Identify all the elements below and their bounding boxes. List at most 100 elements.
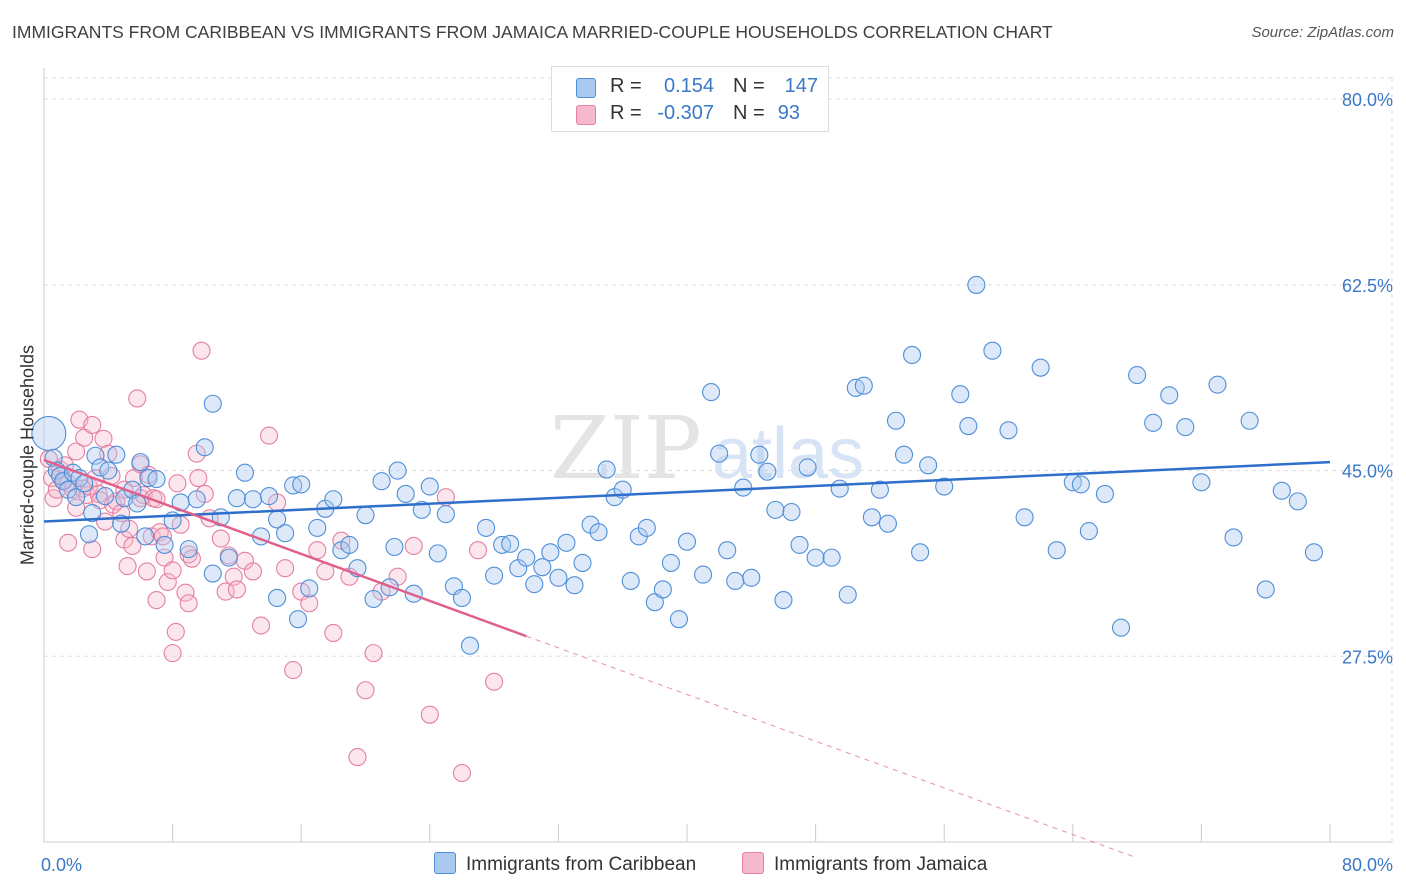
caribbean-point: [718, 541, 737, 560]
legend-r-value-caribbean: 0.154: [663, 75, 714, 97]
jamaica-point: [168, 474, 187, 493]
caribbean-point: [300, 579, 319, 598]
caribbean-point: [1304, 543, 1323, 562]
series-name-caribbean: Immigrants from Caribbean: [466, 854, 697, 875]
legend-swatch-caribbean: [576, 78, 596, 98]
caribbean-point: [983, 341, 1002, 360]
jamaica-point: [227, 580, 246, 599]
caribbean-point: [1240, 411, 1259, 430]
watermark: ZIP atlas: [550, 399, 864, 499]
source-credit: Source: ZipAtlas.com: [1251, 24, 1394, 41]
jamaica-point: [163, 561, 182, 580]
jamaica-point: [452, 763, 472, 783]
legend-row-jamaica: R = -0.307 N = 93: [552, 99, 828, 129]
caribbean-point: [203, 564, 222, 583]
caribbean-trend-line: [43, 460, 1331, 523]
caribbean-point: [385, 537, 404, 557]
trend-lines: [43, 458, 1331, 859]
caribbean-point: [806, 548, 825, 567]
series-name-jamaica: Immigrants from Jamaica: [774, 854, 988, 875]
caribbean-point: [203, 394, 222, 413]
caribbean-point: [790, 535, 809, 554]
y-tick-label: 27.5%: [1342, 647, 1393, 667]
jamaica-point: [420, 705, 439, 724]
caribbean-point: [557, 533, 576, 552]
caribbean-point: [1256, 580, 1275, 599]
caribbean-point: [758, 462, 777, 481]
caribbean-point: [1176, 418, 1195, 437]
legend-r-label: R =: [610, 102, 642, 124]
legend-n-label: N =: [733, 102, 765, 124]
jamaica-point: [485, 672, 504, 691]
caribbean-point: [67, 488, 86, 507]
caribbean-point: [878, 514, 897, 533]
caribbean-point: [428, 544, 447, 563]
caribbean-point: [870, 480, 889, 499]
caribbean-point: [501, 534, 520, 553]
caribbean-point: [734, 478, 753, 497]
caribbean-point: [79, 525, 99, 544]
caribbean-point: [187, 490, 206, 509]
axis-layer: [43, 68, 1392, 843]
caribbean-point: [404, 584, 423, 603]
caribbean-point: [1071, 475, 1090, 494]
caribbean-point: [227, 489, 246, 508]
caribbean-point: [1111, 618, 1131, 637]
jamaica-point: [356, 681, 375, 700]
caribbean-point: [235, 463, 254, 482]
caribbean-point: [830, 479, 849, 498]
correlation-legend: R = 0.154 N = 147 R = -0.307 N = 93: [551, 66, 829, 132]
caribbean-point: [541, 543, 560, 562]
caribbean-point: [589, 523, 608, 542]
jamaica-point: [158, 572, 177, 592]
caribbean-point: [388, 461, 407, 480]
caribbean-point: [131, 453, 150, 472]
caribbean-point: [1144, 413, 1163, 432]
jamaica-point: [251, 616, 271, 635]
caribbean-point: [243, 490, 263, 509]
legend-row-caribbean: R = 0.154 N = 147: [552, 72, 828, 102]
jamaica-point: [166, 622, 185, 641]
caribbean-point: [155, 535, 174, 554]
caribbean-point: [292, 475, 311, 494]
jamaica-point: [284, 661, 303, 680]
caribbean-point: [356, 506, 375, 525]
caribbean-point: [136, 527, 155, 546]
caribbean-point: [324, 490, 343, 509]
caribbean-point: [774, 591, 793, 610]
caribbean-point: [573, 553, 592, 572]
caribbean-point: [219, 548, 238, 567]
caribbean-point: [959, 416, 978, 436]
caribbean-point: [549, 568, 568, 587]
jamaica-point: [364, 644, 383, 663]
caribbean-point: [1015, 508, 1034, 527]
caribbean-point: [1272, 481, 1291, 500]
jamaica-point: [123, 536, 142, 556]
jamaica-point: [276, 559, 295, 578]
x-tick-label: 0.0%: [41, 855, 82, 875]
legend-n-label: N =: [733, 75, 765, 97]
caribbean-point: [517, 548, 536, 567]
caribbean-point: [798, 458, 817, 477]
caribbean-point: [396, 484, 415, 504]
caribbean-point: [268, 588, 287, 607]
caribbean-point: [919, 456, 938, 475]
caribbean-point: [436, 505, 455, 524]
caribbean-point: [766, 500, 785, 519]
series-legend-caribbean: Immigrants from Caribbean: [434, 852, 696, 876]
caribbean-point: [1288, 492, 1307, 511]
jamaica-point: [348, 748, 367, 767]
jamaica-point: [182, 549, 201, 568]
caribbean-point: [477, 518, 496, 537]
caribbean-point: [637, 518, 656, 537]
caribbean-point: [1192, 473, 1211, 492]
jamaica-point: [243, 562, 263, 581]
series-swatch-caribbean: [434, 852, 456, 874]
legend-n-value-caribbean: 147: [784, 75, 818, 97]
caribbean-point: [565, 576, 584, 595]
jamaica-point: [118, 557, 137, 576]
jamaica-point: [216, 582, 235, 601]
caribbean-point: [653, 580, 672, 599]
jamaica-point: [163, 644, 182, 663]
